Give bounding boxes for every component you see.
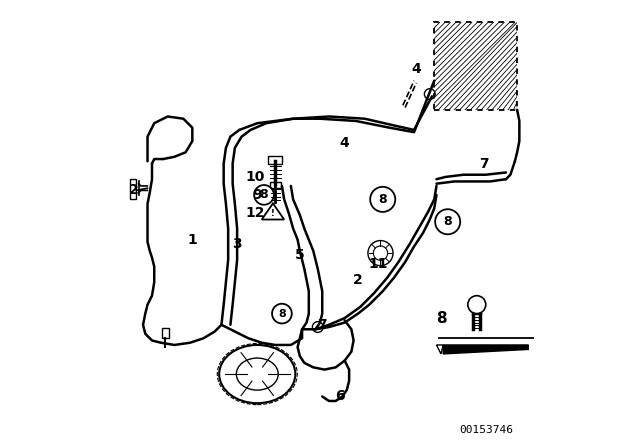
Text: 8: 8 [378, 193, 387, 206]
Text: 1: 1 [188, 233, 197, 247]
Text: 7: 7 [317, 318, 327, 332]
Bar [163, 328, 169, 338]
Text: 8: 8 [260, 188, 268, 202]
Text: 7: 7 [479, 156, 488, 171]
Circle shape [370, 187, 396, 212]
Text: 2: 2 [129, 183, 139, 198]
Circle shape [254, 185, 274, 205]
Bar [270, 182, 280, 188]
Circle shape [435, 209, 460, 234]
Bar [435, 22, 517, 110]
Bar [269, 156, 282, 164]
Text: 6: 6 [335, 389, 345, 404]
Circle shape [272, 304, 292, 323]
Text: 8: 8 [278, 309, 286, 319]
Text: 9: 9 [252, 188, 262, 202]
Text: 8: 8 [444, 215, 452, 228]
Text: 2: 2 [353, 273, 363, 287]
Text: 4: 4 [340, 136, 349, 151]
Text: 4: 4 [412, 62, 421, 77]
Text: 3: 3 [232, 237, 242, 251]
Text: 8: 8 [436, 310, 446, 326]
Text: 10: 10 [245, 170, 265, 184]
Text: 5: 5 [295, 248, 305, 263]
Text: !: ! [271, 209, 275, 218]
Text: 11: 11 [369, 257, 388, 271]
Text: 00153746: 00153746 [459, 425, 513, 435]
Polygon shape [443, 345, 529, 354]
Text: 12: 12 [245, 206, 265, 220]
